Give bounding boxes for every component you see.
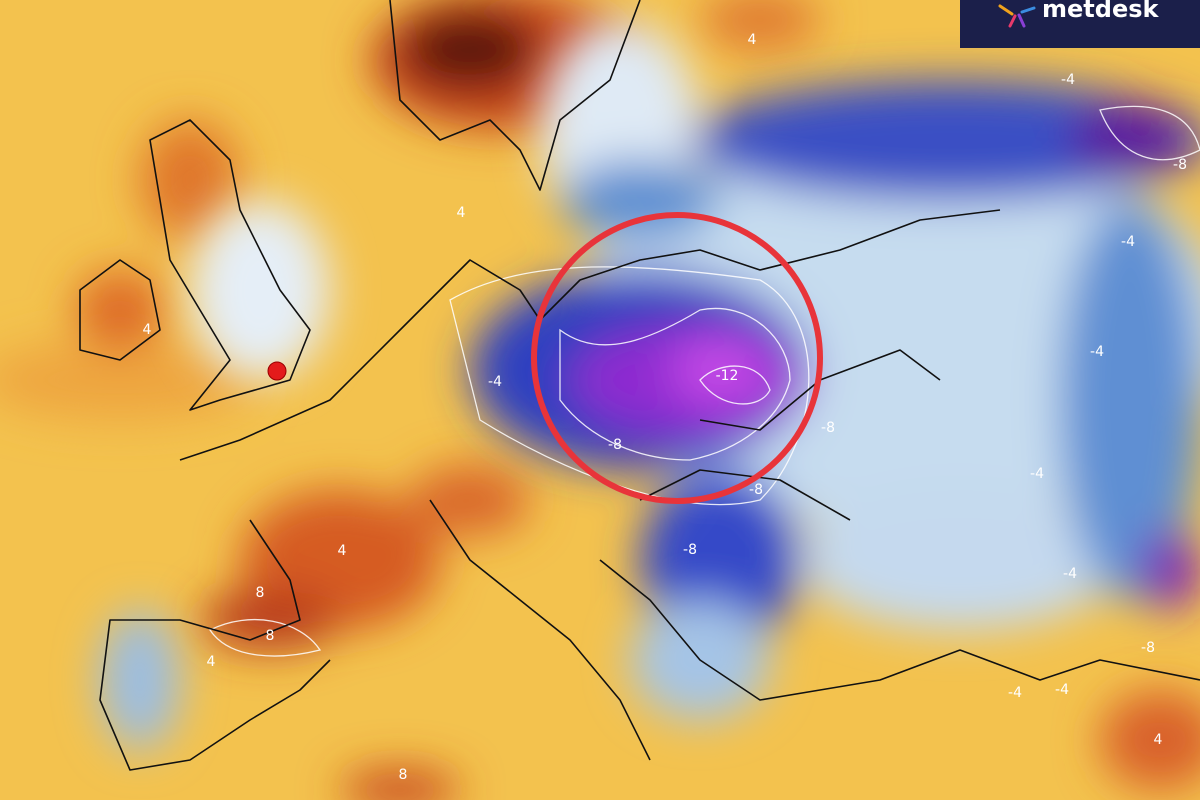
contour-label: -8 [1141,640,1155,656]
contour-label: -8 [749,482,763,498]
logo-text: metdesk [1042,0,1160,23]
contour-label: 4 [143,322,152,338]
contour-label: 4 [457,205,466,221]
contour-label: 4 [207,654,216,670]
contour-label: -8 [1173,157,1187,173]
contour-label: -12 [716,368,739,384]
contour-label: -4 [1121,234,1135,250]
cold-fields [100,20,1200,750]
logo: metdesk [960,0,1200,48]
coastlines [79,0,1200,771]
contour-label: 4 [1154,732,1163,748]
logo-box [960,0,1200,48]
contour-label: 4 [338,543,347,559]
contour-label: -4 [1090,344,1104,360]
highlight-circle [531,212,823,504]
contour-label: 4 [748,32,757,48]
contour-label: 8 [266,628,275,644]
contour-label: -4 [1008,685,1022,701]
contour-label: -8 [683,542,697,558]
contour-label: -8 [608,437,622,453]
contour-label: -4 [1030,466,1044,482]
contour-label: -4 [1061,72,1075,88]
contour-label: 8 [399,767,408,783]
contour-label: -4 [488,374,502,390]
labels: -12 -8 -8 -8 -8 -8 -8 -4 -4 -4 -4 -4 -4 … [143,32,1187,783]
contour-label: -4 [1055,682,1069,698]
logo-icon [998,4,1036,28]
contour-label: 8 [256,585,265,601]
contour-label: -8 [821,420,835,436]
contour-label: -4 [1063,566,1077,582]
location-dot [267,361,287,381]
